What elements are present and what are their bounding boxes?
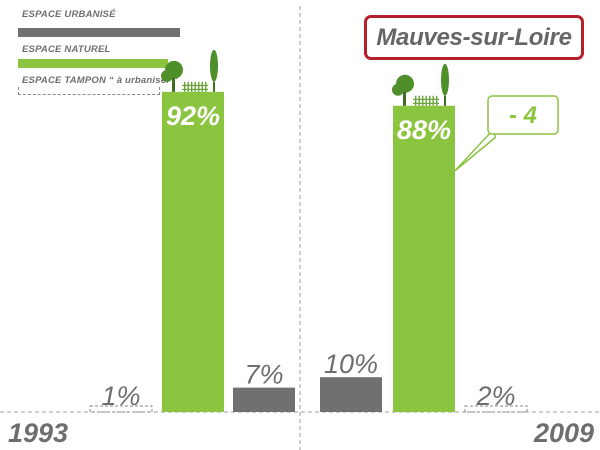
value-label-naturel-1993: 92%	[166, 101, 220, 131]
legend: ESPACE URBANISÉ ESPACE NATUREL ESPACE TA…	[0, 0, 200, 110]
legend-swatch-urbanise	[18, 28, 180, 37]
year-label-1993: 1993	[8, 418, 69, 448]
value-label-urbanise-2009: 10%	[324, 349, 378, 379]
legend-label-naturel: ESPACE NATUREL	[22, 44, 111, 55]
bars-group	[89, 91, 528, 413]
value-label-urbanise-1993: 7%	[244, 360, 283, 390]
change-callout: - 4	[454, 95, 559, 172]
value-label-tampon-1993: 1%	[101, 381, 140, 411]
year-label-2009: 2009	[534, 418, 595, 448]
bar-naturel-2009	[393, 105, 455, 412]
tree-illustration-icon-2009	[392, 63, 449, 106]
decorations-group: - 4	[161, 49, 559, 172]
bar-tampon-2009	[464, 405, 528, 413]
value-label-naturel-2009: 88%	[397, 115, 451, 145]
bar-naturel-1993	[162, 91, 224, 412]
tree-illustration-icon-1993	[161, 49, 218, 92]
bar-tampon-1993	[89, 405, 153, 413]
legend-swatch-naturel	[18, 59, 168, 68]
value-labels-group: 1% 92% 7% 2% 88% 10%	[101, 101, 515, 411]
bar-urbanise-2009	[320, 377, 382, 412]
bar-urbanise-1993	[233, 387, 295, 412]
title-box: Mauves-sur-Loire	[364, 15, 584, 60]
chart-title: Mauves-sur-Loire	[376, 23, 572, 51]
value-label-tampon-2009: 2%	[475, 381, 515, 411]
change-annotation: - 4	[509, 102, 537, 129]
legend-label-urbanise: ESPACE URBANISÉ	[22, 9, 116, 20]
legend-label-tampon: ESPACE TAMPON “ à urbaniser ”	[22, 75, 178, 86]
legend-swatch-tampon	[18, 87, 160, 95]
